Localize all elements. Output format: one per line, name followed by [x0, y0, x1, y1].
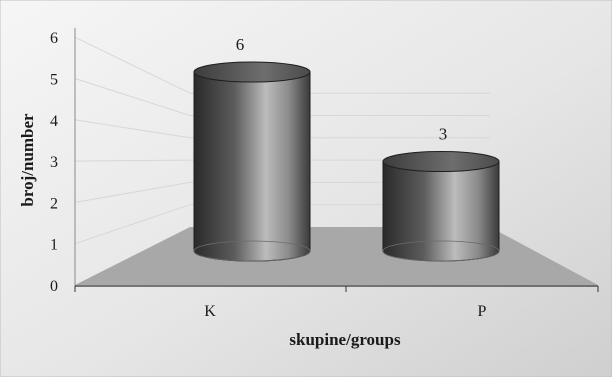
bar-body [382, 161, 500, 262]
gridline-side [74, 78, 191, 116]
bars [193, 61, 500, 262]
data-label: 3 [439, 125, 448, 144]
gridline-side [74, 159, 191, 162]
y-tick-label: 2 [50, 195, 58, 212]
bar-top [382, 151, 500, 172]
y-tick-label: 1 [50, 237, 58, 254]
bar-top [193, 61, 311, 83]
data-label: 6 [236, 35, 245, 54]
axes [74, 28, 599, 292]
bar [382, 151, 500, 262]
x-tick-label: P [478, 303, 487, 320]
bar-base [382, 240, 500, 262]
y-tick-label: 4 [50, 113, 58, 130]
data-labels: 63 [236, 35, 448, 144]
bar [193, 61, 311, 262]
x-tick-label: K [204, 303, 216, 320]
y-tick-label: 3 [50, 154, 58, 171]
bar-body [193, 71, 311, 262]
y-axis-title: broj/number [18, 113, 37, 207]
gridline-side [74, 181, 191, 203]
y-tick-label: 5 [50, 72, 58, 89]
gridline-side [74, 36, 191, 94]
bar-base [193, 240, 311, 262]
tick-labels: 0 1 2 3 4 5 6 K P [50, 30, 487, 320]
x-axis-title: skupine/groups [289, 330, 401, 349]
y-tick-label: 0 [50, 278, 58, 295]
gridline-side [74, 204, 191, 245]
y-tick-label: 6 [50, 30, 58, 47]
gridline-side [74, 119, 191, 139]
